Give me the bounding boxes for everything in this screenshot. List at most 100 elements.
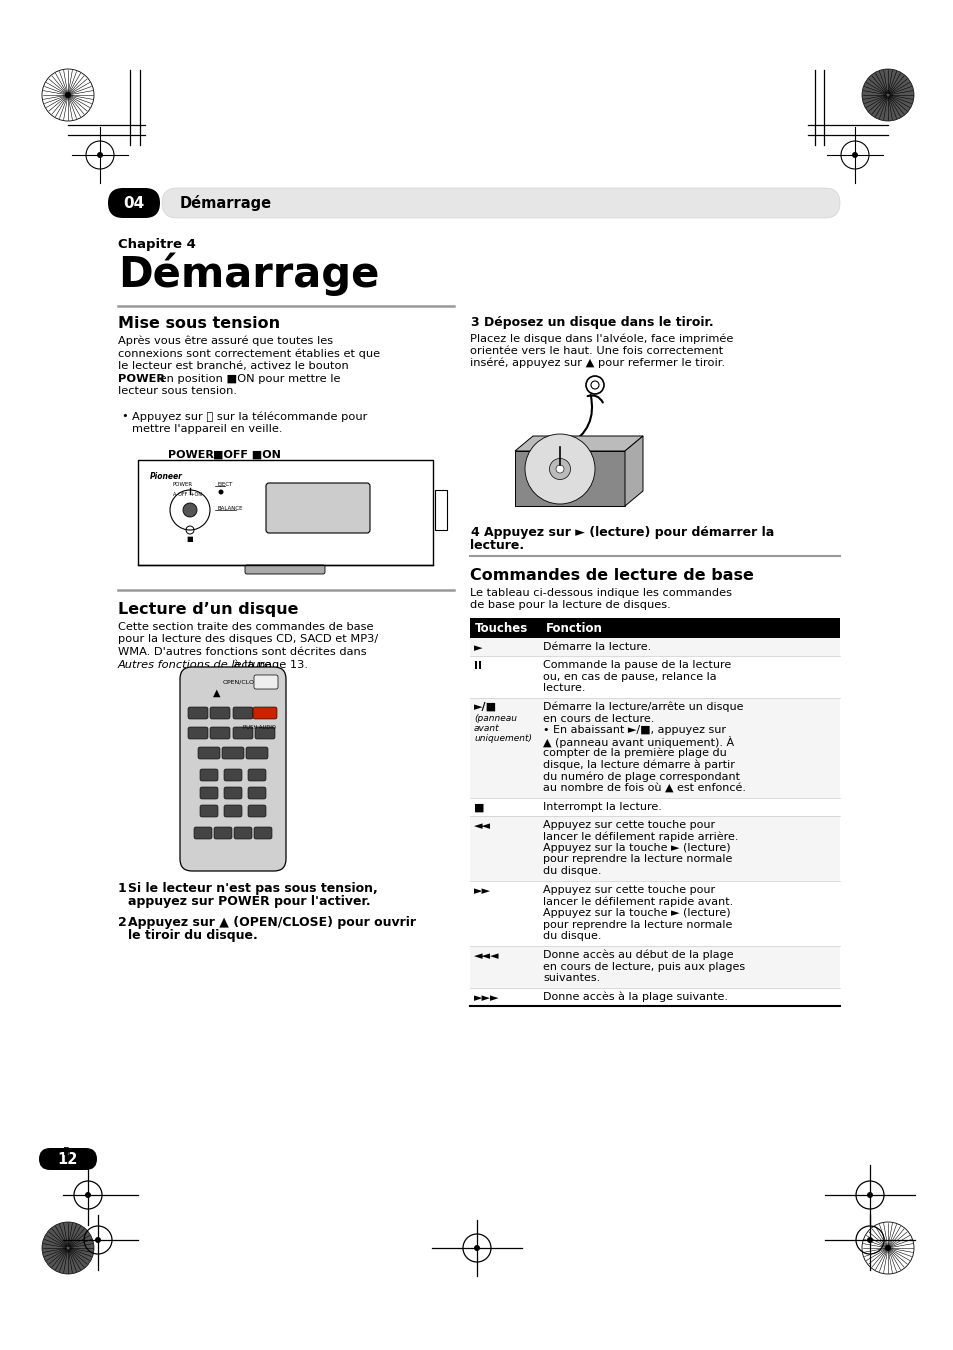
FancyBboxPatch shape: [188, 728, 208, 738]
Text: Lecture d’un disque: Lecture d’un disque: [118, 602, 298, 617]
Text: ■: ■: [474, 803, 484, 813]
Text: Démarre la lecture.: Démarre la lecture.: [542, 643, 651, 652]
Text: ►►►: ►►►: [474, 994, 499, 1003]
Text: lecteur sous tension.: lecteur sous tension.: [118, 386, 236, 396]
FancyBboxPatch shape: [210, 728, 230, 738]
Circle shape: [474, 1245, 479, 1251]
FancyBboxPatch shape: [224, 787, 242, 799]
Text: Interrompt la lecture.: Interrompt la lecture.: [542, 802, 661, 811]
Bar: [470, 798, 840, 815]
Circle shape: [85, 1192, 91, 1197]
Circle shape: [862, 1222, 913, 1274]
Text: du numéro de plage correspondant: du numéro de plage correspondant: [542, 771, 740, 782]
Text: POWER: POWER: [118, 374, 165, 383]
Bar: [470, 656, 840, 698]
Text: Mise sous tension: Mise sous tension: [118, 316, 280, 331]
Text: • En abaissant ►/■, appuyez sur: • En abaissant ►/■, appuyez sur: [542, 725, 725, 734]
Text: suivantes.: suivantes.: [542, 973, 599, 983]
Polygon shape: [515, 451, 624, 506]
Text: 2: 2: [118, 917, 127, 929]
Text: Commandes de lecture de base: Commandes de lecture de base: [470, 568, 753, 583]
Text: ▲: ▲: [213, 688, 220, 698]
FancyBboxPatch shape: [254, 728, 274, 738]
Polygon shape: [515, 436, 642, 451]
Circle shape: [524, 433, 595, 504]
FancyBboxPatch shape: [246, 747, 268, 759]
Text: ►: ►: [474, 643, 482, 653]
FancyBboxPatch shape: [248, 787, 266, 799]
Text: en position ■ON pour mettre le: en position ■ON pour mettre le: [156, 374, 340, 383]
Text: le lecteur est branché, activez le bouton: le lecteur est branché, activez le bouto…: [118, 360, 349, 371]
FancyBboxPatch shape: [233, 828, 252, 838]
Text: ■: ■: [186, 536, 193, 541]
Text: Démarre la lecture/arrête un disque: Démarre la lecture/arrête un disque: [542, 702, 742, 713]
Text: Commande la pause de la lecture: Commande la pause de la lecture: [542, 660, 731, 670]
Text: Appuyez sur cette touche pour: Appuyez sur cette touche pour: [542, 886, 715, 895]
Text: ►►: ►►: [474, 886, 491, 896]
Text: Appuyez sur ► (lecture) pour démarrer la: Appuyez sur ► (lecture) pour démarrer la: [483, 526, 774, 539]
Circle shape: [42, 69, 94, 122]
Text: BALANCE: BALANCE: [218, 506, 243, 512]
Text: Donne accès à la plage suivante.: Donne accès à la plage suivante.: [542, 992, 727, 1003]
FancyBboxPatch shape: [200, 787, 218, 799]
FancyBboxPatch shape: [162, 188, 840, 217]
Text: Si le lecteur n'est pas sous tension,: Si le lecteur n'est pas sous tension,: [128, 882, 377, 895]
Text: en cours de lecture, puis aux plages: en cours de lecture, puis aux plages: [542, 961, 744, 972]
Text: EJECT: EJECT: [218, 482, 233, 487]
FancyBboxPatch shape: [180, 667, 286, 871]
FancyBboxPatch shape: [222, 747, 244, 759]
FancyBboxPatch shape: [198, 747, 220, 759]
Circle shape: [183, 504, 196, 517]
Text: Touches: Touches: [475, 621, 528, 634]
FancyBboxPatch shape: [253, 828, 272, 838]
Text: au nombre de fois où ▲ est enfoncé.: au nombre de fois où ▲ est enfoncé.: [542, 783, 745, 792]
Text: de base pour la lecture de disques.: de base pour la lecture de disques.: [470, 601, 670, 610]
Bar: [470, 946, 840, 988]
Text: 04: 04: [123, 196, 145, 211]
Text: lancer le défilement rapide arrière.: lancer le défilement rapide arrière.: [542, 832, 738, 842]
Bar: [470, 698, 840, 798]
Text: du disque.: du disque.: [542, 931, 601, 941]
Text: ◄◄: ◄◄: [474, 821, 491, 832]
FancyBboxPatch shape: [210, 707, 230, 720]
Circle shape: [866, 1192, 872, 1197]
Circle shape: [884, 1245, 890, 1251]
Text: à la page 13.: à la page 13.: [230, 660, 308, 670]
Text: Démarrage: Démarrage: [118, 252, 379, 297]
Circle shape: [851, 153, 857, 158]
Text: lecture.: lecture.: [542, 683, 585, 693]
Text: POWER: POWER: [168, 450, 213, 460]
FancyBboxPatch shape: [248, 769, 266, 782]
Text: Cette section traite des commandes de base: Cette section traite des commandes de ba…: [118, 622, 374, 632]
Text: ►/■: ►/■: [474, 702, 497, 711]
FancyBboxPatch shape: [193, 828, 212, 838]
Bar: [435, 490, 447, 531]
Text: Fonction: Fonction: [545, 621, 602, 634]
Text: WMA. D'autres fonctions sont décrites dans: WMA. D'autres fonctions sont décrites da…: [118, 647, 366, 657]
Bar: [470, 618, 840, 639]
FancyBboxPatch shape: [248, 805, 266, 817]
Text: Appuyez sur ⓨ sur la télécommande pour: Appuyez sur ⓨ sur la télécommande pour: [132, 410, 367, 421]
Bar: [470, 882, 840, 946]
FancyBboxPatch shape: [253, 675, 277, 688]
Circle shape: [866, 1237, 872, 1243]
Text: Pioneer: Pioneer: [150, 472, 183, 481]
Text: PUSH AUDIO: PUSH AUDIO: [243, 725, 275, 730]
FancyBboxPatch shape: [253, 707, 276, 720]
Text: •: •: [121, 410, 128, 421]
Text: Placez le disque dans l'alvéole, face imprimée: Placez le disque dans l'alvéole, face im…: [470, 333, 733, 343]
Circle shape: [862, 69, 913, 122]
Circle shape: [95, 1237, 101, 1243]
FancyBboxPatch shape: [39, 1148, 97, 1170]
Text: 3: 3: [470, 316, 478, 329]
Circle shape: [218, 490, 223, 494]
Text: Fr: Fr: [63, 1148, 73, 1157]
Text: appuyez sur POWER pour l'activer.: appuyez sur POWER pour l'activer.: [128, 895, 370, 909]
Text: orientée vers le haut. Une fois correctement: orientée vers le haut. Une fois correcte…: [470, 346, 722, 355]
Text: Le tableau ci-dessous indique les commandes: Le tableau ci-dessous indique les comman…: [470, 589, 731, 598]
FancyBboxPatch shape: [188, 707, 208, 720]
Text: uniquement): uniquement): [474, 734, 532, 743]
FancyBboxPatch shape: [233, 707, 253, 720]
Text: OPEN/CLOSE: OPEN/CLOSE: [223, 680, 262, 684]
Text: pour la lecture des disques CD, SACD et MP3/: pour la lecture des disques CD, SACD et …: [118, 634, 377, 644]
